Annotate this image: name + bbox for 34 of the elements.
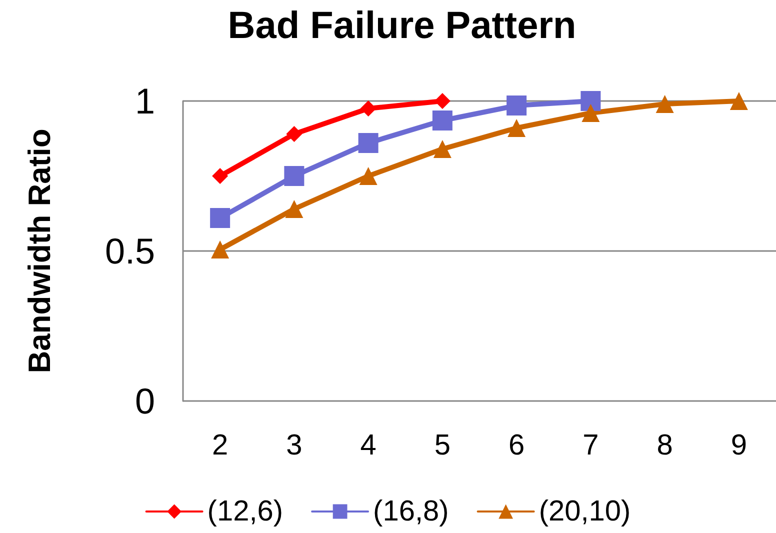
point bbox=[284, 166, 304, 186]
y-tick-label: 0 bbox=[134, 380, 155, 422]
point bbox=[508, 119, 526, 137]
point bbox=[359, 167, 378, 185]
point bbox=[286, 126, 302, 142]
point bbox=[506, 96, 527, 116]
point bbox=[434, 93, 450, 109]
legend-label: (16,8) bbox=[373, 496, 449, 528]
legend-label: (20,10) bbox=[538, 496, 631, 528]
point bbox=[656, 95, 674, 113]
x-tick-label: 7 bbox=[582, 430, 599, 462]
point bbox=[582, 104, 600, 122]
x-tick-label: 5 bbox=[434, 430, 451, 462]
point bbox=[360, 100, 376, 116]
point bbox=[210, 208, 230, 228]
legend-label: (12,6) bbox=[207, 496, 284, 528]
point bbox=[433, 140, 452, 158]
y-axis-title: Bandwidth Ratio bbox=[22, 128, 57, 374]
x-tick-label: 3 bbox=[286, 430, 302, 462]
y-tick-label: 1 bbox=[134, 80, 155, 122]
x-tick-label: 6 bbox=[508, 430, 525, 462]
point bbox=[212, 168, 228, 184]
point bbox=[285, 200, 304, 218]
x-tick-label: 2 bbox=[212, 430, 228, 462]
y-tick-label: 0.5 bbox=[104, 230, 155, 272]
point bbox=[730, 92, 748, 110]
point bbox=[358, 133, 378, 153]
x-tick-label: 8 bbox=[656, 430, 673, 462]
chart-title: Bad Failure Pattern bbox=[228, 5, 576, 47]
point bbox=[211, 240, 230, 258]
x-tick-label: 9 bbox=[730, 430, 748, 462]
point bbox=[580, 91, 601, 111]
x-tick-label: 4 bbox=[360, 430, 376, 462]
point bbox=[432, 110, 452, 130]
